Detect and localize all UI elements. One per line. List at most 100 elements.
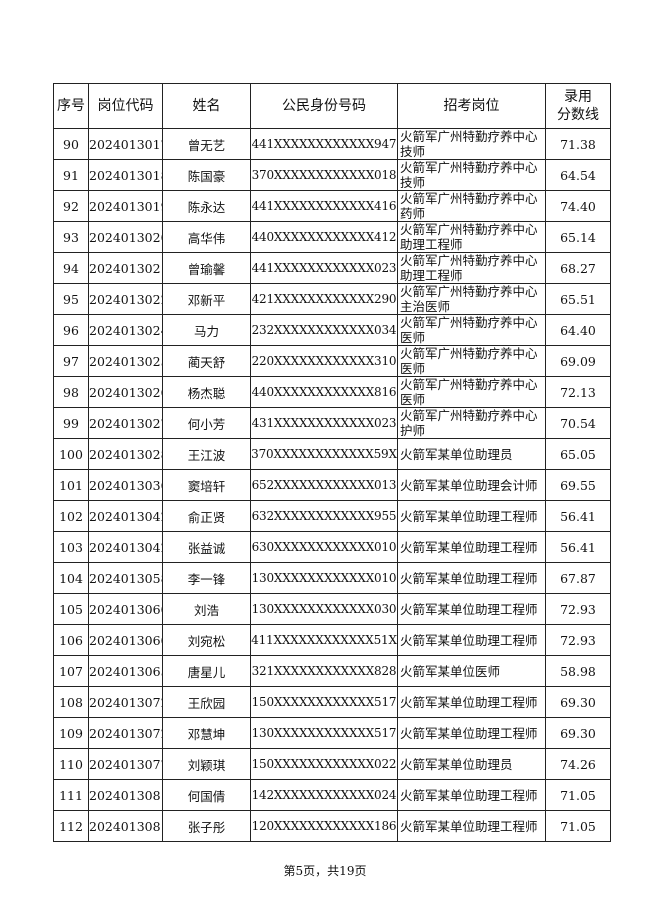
cell-code: 2024013019	[88, 190, 163, 222]
cell-code: 2024013024	[88, 314, 163, 346]
table-row: 104 2024013058 李一锋 130XXXXXXXXXXXX010 火箭军某单位…	[53, 562, 611, 594]
cell-score: 72.93	[545, 624, 611, 656]
cell-id: 321XXXXXXXXXXXX828	[250, 655, 398, 687]
cell-score: 65.05	[545, 438, 611, 470]
cell-code: 2024013042	[88, 531, 163, 563]
cell-position: 火箭军某单位助理工程师	[397, 717, 546, 749]
cell-code: 2024013058	[88, 562, 163, 594]
table-row: 99 2024013027 何小芳 431XXXXXXXXXXXX023 火箭军广州特勤…	[53, 407, 611, 439]
cell-seq: 108	[53, 686, 89, 718]
cell-seq: 110	[53, 748, 89, 780]
cell-code: 2024013027	[88, 407, 163, 439]
cell-name: 俞正贤	[162, 500, 251, 532]
cell-code: 2024013021	[88, 252, 163, 284]
cell-code: 2024013060	[88, 593, 163, 625]
table-row: 97 2024013025 蔺天舒 220XXXXXXXXXXXX310 火箭军广州特勤…	[53, 345, 611, 377]
cell-position: 火箭军广州特勤疗养中心医师	[397, 345, 546, 377]
table-row: 111 2024013081 何国倩 142XXXXXXXXXXXX024 火箭军某单位…	[53, 779, 611, 811]
cell-score: 74.26	[545, 748, 611, 780]
table-row: 93 2024013020 高华伟 440XXXXXXXXXXXX412 火箭军广州特勤…	[53, 221, 611, 253]
cell-name: 陈永达	[162, 190, 251, 222]
header-score-line2: 分数线	[557, 107, 599, 123]
table-row: 106 2024013060 刘宛松 411XXXXXXXXXXXX51X 火箭军某单位…	[53, 624, 611, 656]
cell-id: 440XXXXXXXXXXXX412	[250, 221, 398, 253]
cell-score: 72.13	[545, 376, 611, 408]
cell-score: 69.30	[545, 686, 611, 718]
cell-score: 65.14	[545, 221, 611, 253]
cell-seq: 105	[53, 593, 89, 625]
cell-position: 火箭军某单位助理会计师	[397, 469, 546, 501]
table-row: 98 2024013026 杨杰聪 440XXXXXXXXXXXX816 火箭军广州特勤…	[53, 376, 611, 408]
cell-seq: 109	[53, 717, 89, 749]
cell-name: 王欣园	[162, 686, 251, 718]
table-row: 109 2024013072 邓慧坤 130XXXXXXXXXXXX517 火箭军某单位…	[53, 717, 611, 749]
header-name: 姓名	[162, 83, 251, 129]
table-row: 102 2024013042 俞正贤 632XXXXXXXXXXXX955 火箭军某单位…	[53, 500, 611, 532]
cell-name: 窦培轩	[162, 469, 251, 501]
cell-code: 2024013081	[88, 810, 163, 842]
cell-id: 411XXXXXXXXXXXX51X	[250, 624, 398, 656]
cell-seq: 99	[53, 407, 89, 439]
cell-score: 72.93	[545, 593, 611, 625]
cell-position: 火箭军广州特勤疗养中心助理工程师	[397, 252, 546, 284]
cell-position: 火箭军广州特勤疗养中心主治医师	[397, 283, 546, 315]
cell-position: 火箭军某单位助理工程师	[397, 624, 546, 656]
cell-name: 唐星儿	[162, 655, 251, 687]
cell-position: 火箭军某单位助理工程师	[397, 562, 546, 594]
cell-seq: 91	[53, 159, 89, 191]
cell-code: 2024013072	[88, 717, 163, 749]
header-score-line1: 录用	[564, 89, 592, 105]
header-position: 招考岗位	[397, 83, 546, 129]
cell-seq: 97	[53, 345, 89, 377]
cell-score: 71.05	[545, 810, 611, 842]
cell-seq: 98	[53, 376, 89, 408]
cell-position: 火箭军广州特勤疗养中心助理工程师	[397, 221, 546, 253]
table-row: 94 2024013021 曾瑜馨 441XXXXXXXXXXXX023 火箭军广州特勤…	[53, 252, 611, 284]
cell-name: 马力	[162, 314, 251, 346]
cell-score: 70.54	[545, 407, 611, 439]
cell-position: 火箭军某单位助理工程师	[397, 810, 546, 842]
cell-code: 2024013077	[88, 748, 163, 780]
cell-position: 火箭军某单位医师	[397, 655, 546, 687]
cell-seq: 96	[53, 314, 89, 346]
cell-id: 421XXXXXXXXXXXX290	[250, 283, 398, 315]
table-row: 107 2024013065 唐星儿 321XXXXXXXXXXXX828 火箭军某单位…	[53, 655, 611, 687]
header-code: 岗位代码	[88, 83, 163, 129]
cell-position: 火箭军广州特勤疗养中心护师	[397, 407, 546, 439]
table-row: 105 2024013060 刘浩 130XXXXXXXXXXXX030 火箭军某单位助…	[53, 593, 611, 625]
table-row: 108 2024013072 王欣园 150XXXXXXXXXXXX517 火箭军某单位…	[53, 686, 611, 718]
cell-name: 杨杰聪	[162, 376, 251, 408]
results-table: 序号 岗位代码 姓名 公民身份号码 招考岗位 录用 分数线 90 202401301…	[53, 83, 611, 842]
cell-code: 2024013017	[88, 128, 163, 160]
header-score: 录用 分数线	[545, 83, 611, 129]
cell-id: 630XXXXXXXXXXXX010	[250, 531, 398, 563]
table-row: 110 2024013077 刘颖琪 150XXXXXXXXXXXX022 火箭军某单位…	[53, 748, 611, 780]
cell-id: 130XXXXXXXXXXXX030	[250, 593, 398, 625]
cell-position: 火箭军广州特勤疗养中心技师	[397, 128, 546, 160]
cell-score: 69.09	[545, 345, 611, 377]
cell-score: 71.38	[545, 128, 611, 160]
cell-score: 69.30	[545, 717, 611, 749]
cell-position: 火箭军广州特勤疗养中心技师	[397, 159, 546, 191]
cell-seq: 104	[53, 562, 89, 594]
cell-id: 220XXXXXXXXXXXX310	[250, 345, 398, 377]
cell-id: 440XXXXXXXXXXXX816	[250, 376, 398, 408]
cell-score: 69.55	[545, 469, 611, 501]
cell-id: 130XXXXXXXXXXXX010	[250, 562, 398, 594]
cell-seq: 94	[53, 252, 89, 284]
cell-code: 2024013060	[88, 624, 163, 656]
table-row: 92 2024013019 陈永达 441XXXXXXXXXXXX416 火箭军广州特勤…	[53, 190, 611, 222]
cell-id: 652XXXXXXXXXXXX013	[250, 469, 398, 501]
cell-name: 王江波	[162, 438, 251, 470]
cell-score: 65.51	[545, 283, 611, 315]
cell-score: 56.41	[545, 531, 611, 563]
cell-position: 火箭军某单位助理工程师	[397, 593, 546, 625]
header-id: 公民身份号码	[250, 83, 398, 129]
cell-name: 邓慧坤	[162, 717, 251, 749]
cell-seq: 95	[53, 283, 89, 315]
cell-position: 火箭军某单位助理员	[397, 748, 546, 780]
cell-score: 67.87	[545, 562, 611, 594]
cell-seq: 101	[53, 469, 89, 501]
cell-name: 刘宛松	[162, 624, 251, 656]
cell-score: 71.05	[545, 779, 611, 811]
